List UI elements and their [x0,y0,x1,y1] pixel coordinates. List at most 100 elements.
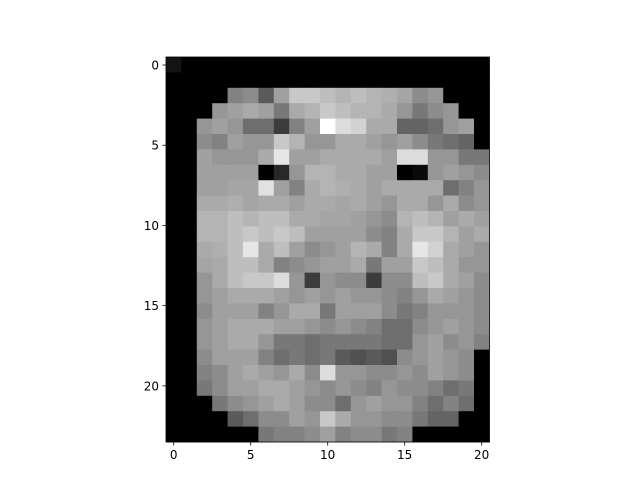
heatmap-cell [258,195,275,212]
x-tick-label: 15 [397,448,412,462]
heatmap-cell [474,349,490,366]
heatmap-cell [412,72,429,89]
heatmap-cell [474,334,490,350]
heatmap-cell [258,103,275,119]
heatmap-cell [335,365,352,381]
heatmap-cell [366,303,382,320]
heatmap-cell [227,303,244,320]
heatmap-cell [443,87,459,104]
heatmap-cell [227,334,244,350]
heatmap-cell [181,411,198,427]
heatmap-cell [243,211,259,227]
heatmap-cell [443,149,459,166]
heatmap-cell [243,241,259,258]
heatmap-cell [397,118,413,135]
heatmap-cell [212,395,228,412]
heatmap-cell [196,365,213,381]
heatmap-cell [258,426,275,443]
heatmap-cell [427,380,444,397]
heatmap-cell [166,288,182,304]
heatmap-cell [427,72,444,89]
heatmap-cell [304,288,321,304]
heatmap-cell [443,57,459,73]
heatmap-cell [273,103,290,119]
heatmap-cell [227,180,244,196]
heatmap-cell [181,87,198,104]
heatmap-cell [474,241,490,258]
heatmap-cell [335,87,352,104]
heatmap-cell [335,318,352,335]
heatmap-cell [258,288,275,304]
heatmap-cell [289,303,305,320]
heatmap-cell [196,226,213,243]
heatmap-cell [366,180,382,196]
heatmap-cell [397,72,413,89]
heatmap-cell [289,334,305,350]
heatmap-cell [212,380,228,397]
heatmap-cell [335,226,352,243]
heatmap-cell [427,349,444,366]
heatmap-cell [412,349,429,366]
heatmap-cell [227,241,244,258]
heatmap-cell [458,272,475,289]
heatmap-cell [196,257,213,273]
heatmap-cell [443,318,459,335]
heatmap-cell [166,365,182,381]
heatmap-cell [320,72,336,89]
heatmap-cell [258,303,275,320]
heatmap-cell [350,241,367,258]
heatmap-cell [304,118,321,135]
heatmap-cell [381,180,398,196]
heatmap-cell [304,426,321,443]
heatmap-cell [196,149,213,166]
heatmap-cell [366,164,382,181]
heatmap-cell [181,72,198,89]
heatmap-cell [196,272,213,289]
heatmap-cell [443,303,459,320]
heatmap-cell [166,303,182,320]
heatmap-cell [366,226,382,243]
heatmap-cell [335,426,352,443]
heatmap-cell [243,395,259,412]
heatmap-cell [335,395,352,412]
heatmap-cell [166,195,182,212]
heatmap-cell [427,365,444,381]
heatmap-cell [227,272,244,289]
heatmap-cell [227,134,244,150]
heatmap-cell [427,241,444,258]
heatmap-cell [289,211,305,227]
heatmap-cell [350,149,367,166]
heatmap-cell [243,303,259,320]
heatmap-cell [212,149,228,166]
heatmap-cell [335,211,352,227]
heatmap-cell [458,380,475,397]
heatmap-cell [458,72,475,89]
heatmap-cell [196,411,213,427]
heatmap-cell [273,318,290,335]
y-tick-label: 5 [151,139,159,153]
heatmap-cell [166,411,182,427]
heatmap-cell [350,134,367,150]
heatmap-cell [366,349,382,366]
heatmap-cell [427,272,444,289]
heatmap-cell [474,195,490,212]
heatmap-cell [304,57,321,73]
heatmap-cell [320,380,336,397]
heatmap-cell [335,334,352,350]
heatmap-cell [320,395,336,412]
heatmap-cell [397,211,413,227]
heatmap-cell [212,411,228,427]
heatmap-cell [350,257,367,273]
heatmap-cell [304,241,321,258]
heatmap-cell [350,365,367,381]
heatmap-cell [212,288,228,304]
heatmap-cell [397,103,413,119]
heatmap-cell [196,195,213,212]
heatmap-cell [350,211,367,227]
heatmap-cell [166,395,182,412]
heatmap-cell [412,303,429,320]
heatmap-cell [366,195,382,212]
heatmap-cell [443,272,459,289]
heatmap-cell [243,226,259,243]
heatmap-cell [458,411,475,427]
